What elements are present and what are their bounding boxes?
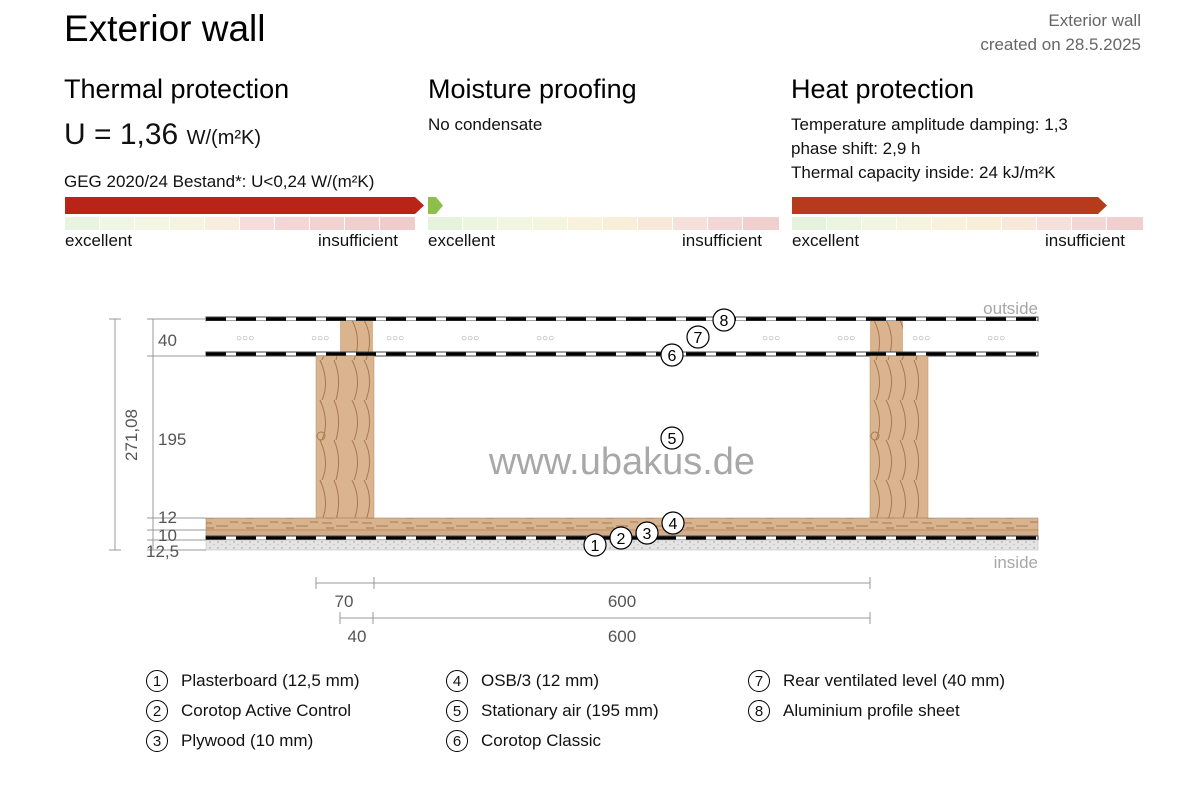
vertical-dimensions bbox=[109, 318, 206, 551]
svg-text:○○○: ○○○ bbox=[987, 333, 1005, 344]
legend-item-6: 6 Corotop Classic bbox=[446, 730, 601, 752]
heat-heading: Heat protection bbox=[791, 74, 975, 104]
heat-rating bbox=[792, 197, 1143, 230]
marker-8: 8 bbox=[712, 308, 736, 332]
report-meta: Exterior wall created on 28.5.2025 bbox=[980, 9, 1141, 57]
legend-item-7: 7 Rear ventilated level (40 mm) bbox=[748, 670, 1005, 692]
heat-phase-shift: phase shift: 2,9 h bbox=[791, 139, 921, 158]
svg-text:○○○: ○○○ bbox=[762, 333, 780, 344]
dim-12-5: 12,5 bbox=[146, 542, 179, 561]
moisture-rating bbox=[428, 197, 779, 230]
batten-right bbox=[870, 321, 903, 354]
svg-text:○○○: ○○○ bbox=[536, 333, 554, 344]
heat-details: Temperature amplitude damping: 1,3 phase… bbox=[791, 113, 1068, 185]
svg-text:○○○: ○○○ bbox=[461, 333, 479, 344]
moisture-scale bbox=[428, 217, 779, 230]
marker-1: 1 bbox=[583, 533, 607, 557]
legend-item-3: 3 Plywood (10 mm) bbox=[146, 730, 313, 752]
requirement-text: GEG 2020/24 Bestand*: U<0,24 W/(m²K) bbox=[64, 172, 375, 191]
legend-item-1: 1 Plasterboard (12,5 mm) bbox=[146, 670, 360, 692]
svg-text:6: 6 bbox=[668, 348, 677, 365]
heat-capacity: Thermal capacity inside: 24 kJ/m²K bbox=[791, 163, 1056, 182]
svg-text:○○○: ○○○ bbox=[837, 333, 855, 344]
marker-7: 7 bbox=[686, 325, 710, 349]
moisture-heading: Moisture proofing bbox=[428, 74, 637, 104]
marker-6: 6 bbox=[660, 343, 684, 367]
vertical-dimension-labels: 271,08 40 195 12 10 12,5 bbox=[122, 331, 186, 561]
thermal-heading: Thermal protection bbox=[64, 74, 290, 104]
moisture-excellent-label: excellent bbox=[428, 231, 496, 250]
marker-3: 3 bbox=[635, 521, 659, 545]
legend-item-2: 2 Corotop Active Control bbox=[146, 700, 351, 722]
stud-right bbox=[869, 355, 929, 519]
u-value-unit: W/(m²K) bbox=[186, 127, 262, 149]
rating-bars bbox=[65, 197, 1143, 230]
dim-total: 271,08 bbox=[122, 409, 141, 461]
thermal-scale bbox=[65, 217, 415, 230]
svg-text:○○○: ○○○ bbox=[236, 333, 254, 344]
moisture-result: No condensate bbox=[428, 115, 543, 134]
heat-excellent-label: excellent bbox=[792, 231, 860, 250]
legend-item-4: 4 OSB/3 (12 mm) bbox=[446, 670, 599, 692]
svg-text:3: 3 bbox=[643, 526, 652, 543]
svg-text:2: 2 bbox=[617, 531, 626, 548]
svg-text:○○○: ○○○ bbox=[386, 333, 404, 344]
horizontal-dimensions bbox=[315, 577, 871, 624]
page-title: Exterior wall bbox=[64, 8, 266, 49]
u-value-number: U = 1,36 bbox=[64, 118, 179, 151]
stud-right-knot bbox=[870, 431, 880, 441]
svg-text:4: 4 bbox=[669, 516, 678, 533]
dim-batten-40: 40 bbox=[348, 627, 367, 646]
dim-batten-spacing: 600 bbox=[608, 627, 636, 646]
heat-scale bbox=[792, 217, 1143, 230]
svg-text:7: 7 bbox=[694, 330, 703, 347]
layer-markers: 8 7 6 5 4 3 2 1 bbox=[583, 308, 736, 557]
meta-date: created on 28.5.2025 bbox=[980, 35, 1141, 54]
dim-195: 195 bbox=[158, 430, 186, 449]
batten-left bbox=[340, 321, 373, 354]
moisture-insufficient-label: insufficient bbox=[682, 231, 763, 250]
u-value: U = 1,36 W/(m²K) bbox=[64, 118, 261, 152]
svg-text:○○○: ○○○ bbox=[311, 333, 329, 344]
legend-item-5: 5 Stationary air (195 mm) bbox=[446, 700, 659, 722]
heat-rating-bar bbox=[792, 197, 1107, 214]
legend-item-8: 8 Aluminium profile sheet bbox=[748, 700, 960, 722]
stud-left bbox=[315, 355, 375, 519]
outside-label: outside bbox=[983, 299, 1038, 318]
svg-text:1: 1 bbox=[591, 538, 600, 555]
horizontal-dimension-labels: 70 600 40 600 bbox=[335, 592, 637, 646]
inside-label: inside bbox=[994, 553, 1038, 572]
thermal-excellent-label: excellent bbox=[65, 231, 133, 250]
watermark: www.ubakus.de bbox=[488, 441, 755, 483]
svg-text:8: 8 bbox=[720, 313, 729, 330]
dim-40: 40 bbox=[158, 331, 177, 350]
dim-stud-70: 70 bbox=[335, 592, 354, 611]
moisture-rating-bar bbox=[428, 197, 443, 214]
marker-4: 4 bbox=[661, 511, 685, 535]
heat-insufficient-label: insufficient bbox=[1045, 231, 1126, 250]
dim-stud-spacing: 600 bbox=[608, 592, 636, 611]
meta-type: Exterior wall bbox=[1048, 11, 1141, 30]
ventilation-marks: ○○○ ○○○ ○○○ ○○○ ○○○ ○○○ ○○○ ○○○ ○○○ bbox=[236, 333, 1005, 344]
svg-text:5: 5 bbox=[668, 431, 677, 448]
thermal-rating bbox=[65, 197, 424, 230]
stud-left-knot bbox=[316, 431, 326, 441]
marker-5: 5 bbox=[660, 426, 684, 450]
dim-10: 10 bbox=[158, 526, 177, 545]
svg-text:○○○: ○○○ bbox=[912, 333, 930, 344]
marker-2: 2 bbox=[609, 526, 633, 550]
thermal-insufficient-label: insufficient bbox=[318, 231, 399, 250]
thermal-rating-bar bbox=[65, 197, 424, 214]
heat-damping: Temperature amplitude damping: 1,3 bbox=[791, 115, 1068, 134]
dim-12: 12 bbox=[158, 508, 177, 527]
